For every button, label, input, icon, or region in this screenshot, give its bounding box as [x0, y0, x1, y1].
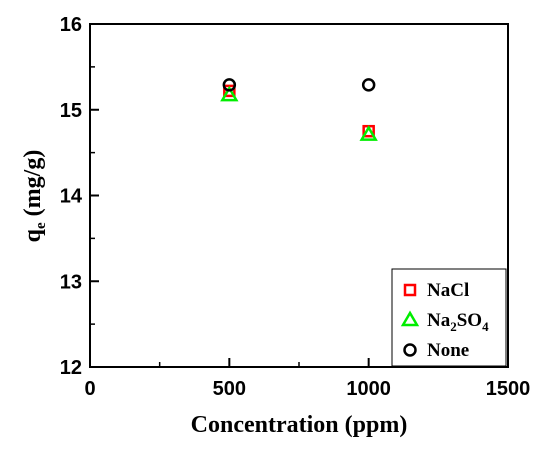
legend: NaCl Na2SO4 None: [391, 268, 507, 367]
y-tick-label: 12: [60, 357, 82, 379]
x-axis-title: Concentration (ppm): [191, 412, 408, 438]
data-point-triangle: [359, 125, 378, 141]
axis-ticks: [89, 23, 509, 368]
x-tick-label: 500: [213, 378, 246, 400]
axis-tick-labels: 0 500 1000 1500 12 13 14 15 16: [60, 14, 531, 400]
y-tick-label: 13: [60, 271, 82, 293]
legend-marker-square: [403, 283, 417, 297]
data-points: [220, 78, 378, 141]
y-axis-title: qe (mg/g): [20, 150, 49, 243]
y-tick-label: 16: [60, 14, 82, 36]
x-tick-label: 1500: [486, 378, 531, 400]
legend-label: NaCl: [427, 280, 469, 301]
legend-marker-triangle: [400, 310, 420, 327]
x-tick-label: 0: [84, 378, 95, 400]
data-point-triangle: [220, 85, 239, 102]
legend-label: Na2SO4: [427, 310, 489, 334]
data-point-circle: [361, 78, 376, 92]
legend-label: None: [427, 340, 469, 361]
x-tick-label: 1000: [346, 378, 391, 400]
legend-marker-circle: [403, 343, 417, 357]
y-tick-label: 14: [60, 186, 83, 208]
y-tick-label: 15: [60, 100, 82, 122]
data-point-circle: [222, 78, 237, 92]
